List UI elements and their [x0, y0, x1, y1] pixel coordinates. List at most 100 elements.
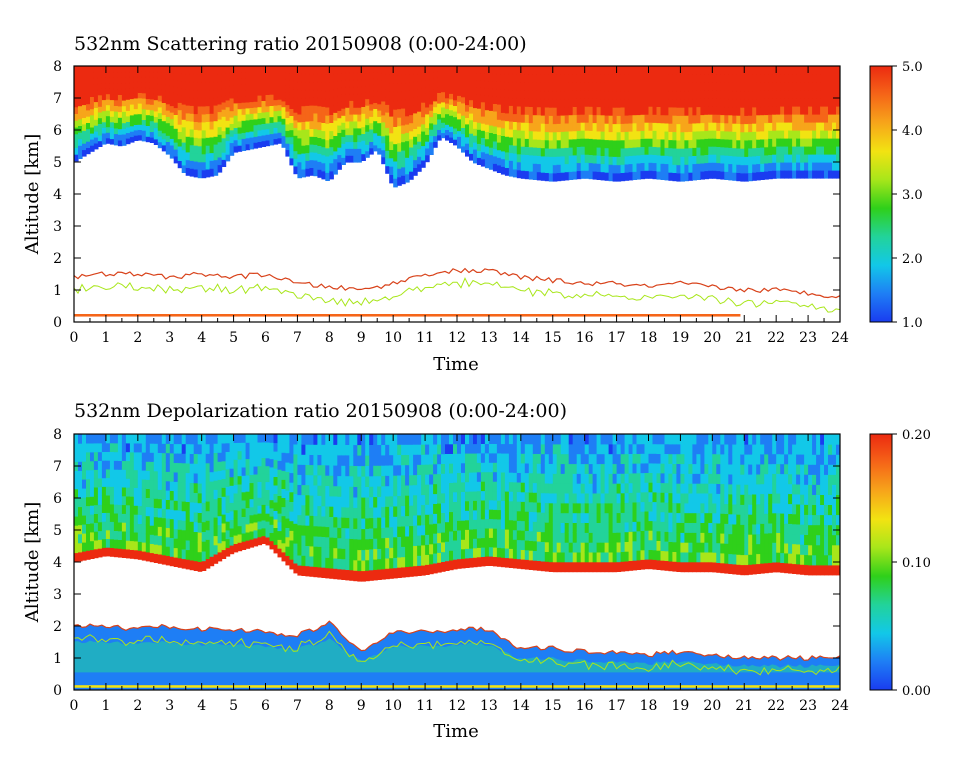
chart1-cloud-cell [596, 122, 602, 132]
chart2-cloud-cell [97, 460, 103, 470]
chart1-cloud-cell [664, 171, 670, 181]
chart1-cloud-cell [417, 66, 422, 75]
chart1-cloud-cell [181, 96, 187, 105]
chart1-cloud-cell [413, 144, 418, 153]
chart1-cloud-cell [289, 101, 294, 109]
chart2-cloud-cell [476, 509, 482, 520]
chart1-cloud-cell [652, 106, 658, 115]
chart1-cloud-cell [281, 100, 287, 108]
chart1-cloud-cell [676, 139, 681, 149]
chart2-cloud-cell [217, 497, 223, 508]
chart2-cloud-cell [86, 550, 91, 560]
chart1-cloud-cell [213, 159, 219, 168]
chart1-cloud-cell [133, 71, 139, 78]
chart1-cloud-cell [532, 98, 538, 108]
chart1-cloud-cell [572, 154, 578, 164]
chart2-cloud-cell [437, 512, 442, 524]
chart2-cloud-cell [121, 513, 127, 523]
chart1-cloud-cell [177, 116, 183, 125]
chart1-cloud-cell [716, 74, 721, 83]
chart1-cloud-cell [157, 83, 163, 90]
chart1-cloud-cell [832, 98, 837, 107]
chart2-cloud-cell [349, 528, 354, 539]
chart2-cloud-cell [612, 483, 618, 494]
chart2-cloud-cell [488, 537, 494, 548]
chart2-cloud-cell [277, 495, 283, 505]
chart1-cloud-cell [704, 162, 709, 172]
chart2-cloud-cell [141, 443, 147, 453]
chart2-cloud-cell [105, 477, 111, 487]
chart2-cloud-cell [133, 487, 139, 497]
chart1-cloud-cell [345, 148, 350, 156]
chart1-cloud-cell [109, 82, 115, 89]
chart1-cloud-cell [289, 143, 294, 152]
chart1-cloud-cell [832, 138, 837, 147]
chart1-cloud-cell [173, 66, 179, 74]
chart2-cloud-cell [353, 507, 358, 519]
chart1-cloud-cell [257, 100, 263, 108]
chart2-cloud-cell [592, 512, 598, 523]
chart1-cloud-cell [101, 71, 107, 78]
chart2-cloud-cell [588, 463, 594, 474]
chart2-cloud-cell [109, 477, 115, 487]
chart2-cloud-cell [337, 475, 342, 487]
chart1-cloud-cell [656, 98, 662, 107]
chart2-cloud-cell [524, 491, 530, 503]
chart1-cloud-cell [508, 136, 514, 146]
chart1-cloud-cell [536, 98, 542, 108]
chart2-cloud-cell [301, 484, 306, 496]
chart1-cloud-cell [784, 138, 789, 147]
chart2-cloud-cell [137, 505, 143, 515]
chart1-cloud-cell [329, 162, 334, 172]
chart1-xtick-label: 3 [165, 330, 174, 346]
chart2-cloud-cell [257, 489, 263, 498]
chart1-cloud-cell [345, 134, 350, 143]
chart2-cloud-cell [684, 434, 689, 445]
chart1-cloud-cell [596, 138, 602, 148]
chart1-cloud-cell [560, 106, 566, 116]
chart2-cloud-cell [580, 542, 586, 553]
chart1-cloud-cell [449, 87, 454, 94]
chart1-cloud-cell [668, 147, 673, 157]
chart2-cloud-cell [117, 513, 123, 523]
chart1-cloud-cell [616, 115, 622, 125]
chart1-cloud-cell [520, 82, 526, 91]
chart1-cloud-cell [520, 154, 526, 163]
chart2-cloud-cell [373, 496, 378, 508]
chart2-cloud-cell [177, 529, 183, 540]
chart2-cloud-cell [357, 434, 362, 446]
chart1-cloud-cell [660, 130, 666, 140]
chart1-cloud-cell [317, 121, 322, 131]
chart1-cloud-cell [544, 131, 550, 141]
chart2-cloud-cell [389, 526, 394, 538]
chart1-cloud-cell [377, 110, 382, 117]
chart2-cloud-cell [245, 450, 251, 460]
chart1-cloud-cell [333, 135, 338, 144]
chart1-cloud-cell [744, 115, 749, 125]
chart2-cloud-cell [217, 452, 223, 462]
chart1-cloud-cell [161, 96, 167, 103]
chart2-cloud-cell [453, 472, 458, 483]
chart2-cloud-cell [297, 514, 302, 526]
chart1-cloud-cell [389, 149, 394, 159]
chart2-cloud-cell [293, 513, 298, 524]
chart2-cloud-cell [93, 442, 99, 453]
chart2-cloud-cell [185, 520, 191, 531]
chart1-cloud-cell [353, 93, 358, 101]
chart1-cloud-cell [433, 118, 438, 125]
chart1-cloud-cell [313, 152, 318, 161]
chart2-cloud-cell [548, 542, 554, 553]
chart2-cloud-cell [125, 495, 131, 506]
chart1-cloud-cell [133, 103, 139, 110]
chart2-cloud-cell [277, 521, 283, 532]
chart2-cloud-cell [512, 434, 518, 445]
chart1-cloud-cell [584, 154, 590, 163]
chart1-cloud-cell [197, 74, 203, 83]
chart1-cloud-cell [704, 90, 709, 99]
chart2-cloud-cell [237, 509, 243, 518]
chart2-cloud-cell [113, 512, 119, 523]
chart1-cloud-cell [78, 99, 83, 107]
chart2-cloud-cell [504, 434, 510, 445]
chart1-cloud-cell [361, 133, 366, 141]
chart1-cloud-cell [768, 162, 773, 172]
